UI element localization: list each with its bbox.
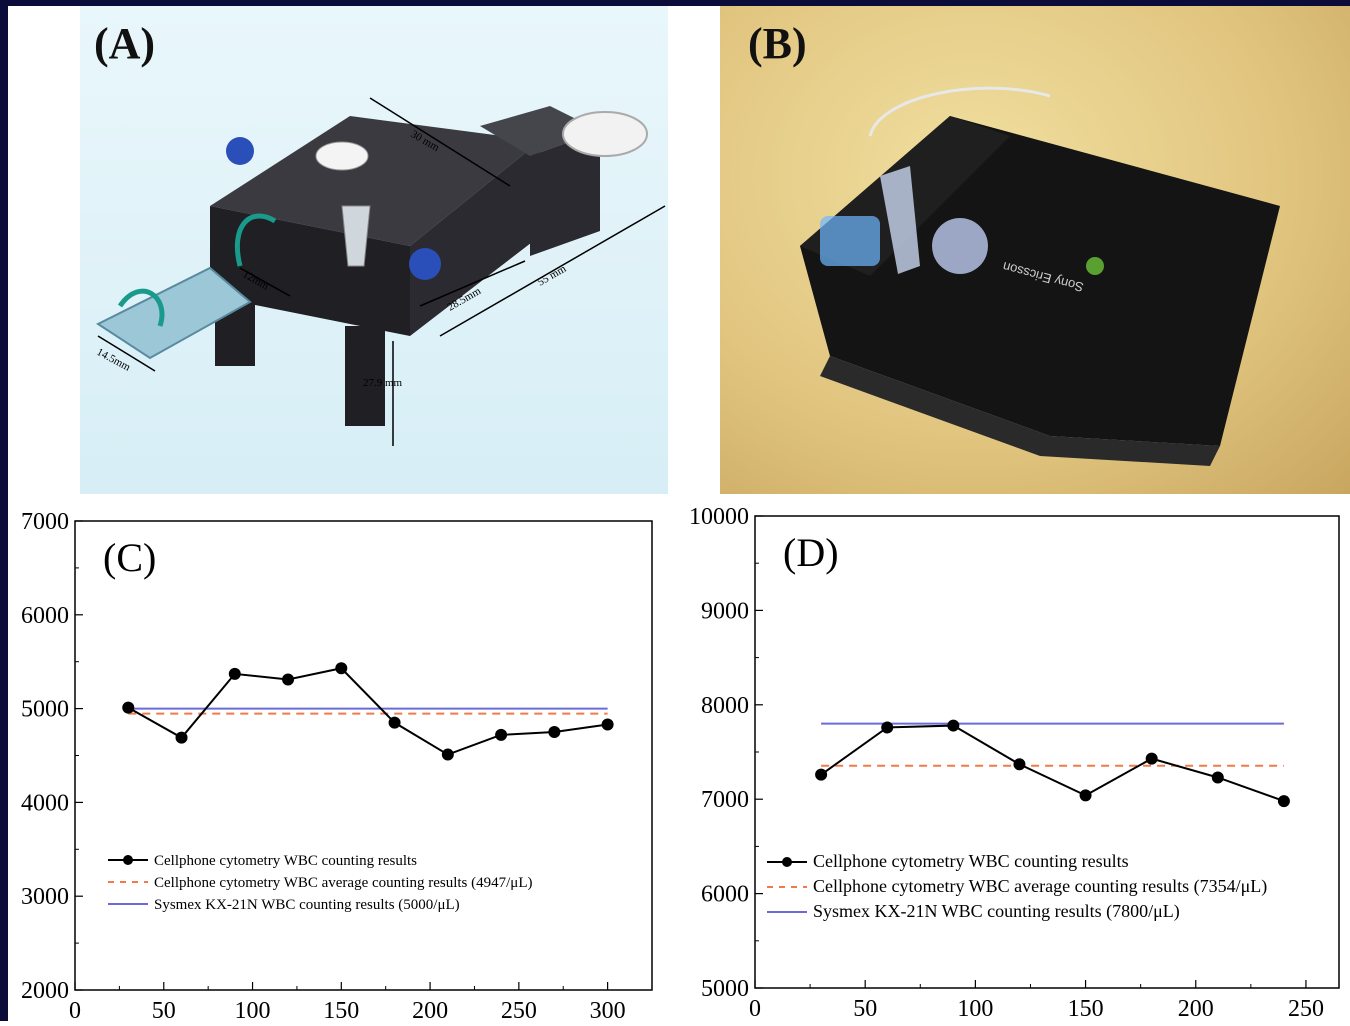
chart-c-data-point <box>495 728 508 741</box>
chart-d-data-point <box>1145 752 1158 765</box>
chart-d-legend-label: Sysmex KX-21N WBC counting results (7800… <box>813 901 1180 922</box>
tubing <box>868 86 1051 137</box>
device-photo-drawing: Sony Ericsson <box>800 86 1280 466</box>
chart-c-ytick-label: 6000 <box>21 603 69 629</box>
chart-d-data-point <box>1013 758 1026 771</box>
chart-c-legend-label: Sysmex KX-21N WBC counting results (5000… <box>154 897 460 913</box>
chart-d-legend-label: Cellphone cytometry WBC average counting… <box>813 876 1267 897</box>
chart-d-ytick-label: 8000 <box>701 693 749 719</box>
chart-c-ytick-label: 2000 <box>21 978 69 1004</box>
chart-c-xtick-label: 150 <box>323 998 359 1021</box>
sample-tube <box>880 166 920 274</box>
chart-c-data-point <box>282 673 295 686</box>
lens <box>315 141 369 171</box>
chart-d: 5000 6000 7000 8000 9000 10000 0 50 100 150 200 250… <box>675 500 1350 1022</box>
chart-c-legend-label: Cellphone cytometry WBC average counting… <box>154 875 533 891</box>
chart-c-ytick-label: 7000 <box>21 509 69 535</box>
chart-c-plot-frame <box>74 520 653 991</box>
dim-line-30mm <box>369 97 511 187</box>
chart-d-xtick-label: 0 <box>749 996 761 1021</box>
chart-c-data-point <box>601 718 614 731</box>
device-schematic-drawing: 30 mm 12mm 14.5mm 28.5mm 55 mm 27.9 mm <box>95 97 666 446</box>
chart-c-data-point <box>175 731 188 744</box>
chart-d-data-point <box>1277 795 1290 808</box>
left-border <box>0 0 8 1021</box>
tube-cap <box>932 218 988 274</box>
dim-27mm: 27.9 mm <box>363 377 403 389</box>
brand-logo <box>1086 257 1104 275</box>
chart-d-legend-marker <box>782 857 792 867</box>
attachment-leg <box>345 326 385 426</box>
chart-d-xtick-label: 50 <box>853 996 877 1021</box>
chart-c-legend-label: Cellphone cytometry WBC counting results <box>154 853 417 869</box>
chart-d-svg: 5000 6000 7000 8000 9000 10000 0 50 100 150 200 250… <box>689 504 1340 1022</box>
top-border <box>0 0 1350 6</box>
led-front <box>409 248 441 280</box>
dim-line-14mm <box>97 335 156 372</box>
attachment-side-face <box>410 141 540 336</box>
chart-c-data-point <box>441 748 454 761</box>
chart-c-data-point <box>228 667 241 680</box>
coin-cell-battery <box>562 111 648 157</box>
panel-a-device-schematic: (A) 30 mm 12mm 14.5mm 28.5 <box>80 6 668 494</box>
chart-d-legend-label: Cellphone cytometry WBC counting results <box>813 851 1129 871</box>
chart-d-xtick-label: 150 <box>1068 996 1104 1021</box>
chart-d-panel-label: (D) <box>783 530 839 575</box>
chart-c-xtick-label: 300 <box>590 998 626 1021</box>
panel-b-device-photo: (B) Sony Ericsson <box>720 6 1350 494</box>
panel-b-label: (B) <box>748 19 807 68</box>
chart-c-data-point <box>388 716 401 729</box>
chart-c-xtick-label: 0 <box>69 998 81 1021</box>
chart-c-data-point <box>335 662 348 675</box>
sample-tube <box>341 205 371 267</box>
phone-edge <box>820 356 1220 466</box>
chart-c-data-point <box>548 726 561 739</box>
chart-c-xtick-label: 200 <box>412 998 448 1021</box>
chip-glow <box>820 216 880 266</box>
chart-d-data-point <box>947 719 960 732</box>
led-rear <box>226 137 254 165</box>
chart-c-legend-marker <box>123 855 133 865</box>
chart-d-measured-line <box>820 724 1285 803</box>
chart-d-data-point <box>1211 771 1224 784</box>
chart-c-svg: 2000 3000 4000 5000 6000 7000 0 50 100 150 200 250 3… <box>21 509 653 1024</box>
chart-d-xtick-label: 200 <box>1178 996 1214 1021</box>
rear-block-top <box>480 106 600 156</box>
chart-d-ytick-label: 6000 <box>701 882 749 908</box>
chart-d-data-point <box>881 721 894 734</box>
chart-d-xtick-label: 250 <box>1288 996 1324 1021</box>
chart-c-xtick-label: 100 <box>235 998 271 1021</box>
microfluidic-chip <box>95 266 252 360</box>
dim-line-28mm <box>419 260 526 307</box>
panel-a-label: (A) <box>94 19 156 68</box>
chart-c-xtick-label: 50 <box>152 998 176 1021</box>
chart-d-ytick-label: 9000 <box>701 598 749 624</box>
chart-d-data-point <box>815 768 828 781</box>
dim-line-12mm <box>239 267 291 297</box>
chart-c-ytick-label: 4000 <box>21 790 69 816</box>
dim-line-55mm <box>439 205 666 337</box>
chart-c: 2000 3000 4000 5000 6000 7000 0 50 100 150 200 250 3… <box>0 500 660 1024</box>
chart-d-data-point <box>1079 789 1092 802</box>
chart-d-xtick-label: 100 <box>957 996 993 1021</box>
chart-c-panel-label: (C) <box>103 535 156 580</box>
dim-14mm: 14.5mm <box>95 346 133 374</box>
chart-d-ytick-label: 10000 <box>689 504 749 530</box>
chart-c-ytick-label: 5000 <box>21 697 69 723</box>
chart-c-ytick-label: 3000 <box>21 884 69 910</box>
chart-c-measured-line <box>127 667 608 756</box>
dim-55mm: 55 mm <box>536 263 569 289</box>
chart-c-data-point <box>122 701 135 714</box>
tubing-2 <box>234 213 277 267</box>
tubing <box>117 288 165 327</box>
attachment-top-face <box>210 116 540 246</box>
chart-d-ytick-label: 7000 <box>701 787 749 813</box>
chart-c-xtick-label: 250 <box>501 998 537 1021</box>
rear-block-side <box>530 131 600 256</box>
chart-d-ytick-label: 5000 <box>701 976 749 1002</box>
